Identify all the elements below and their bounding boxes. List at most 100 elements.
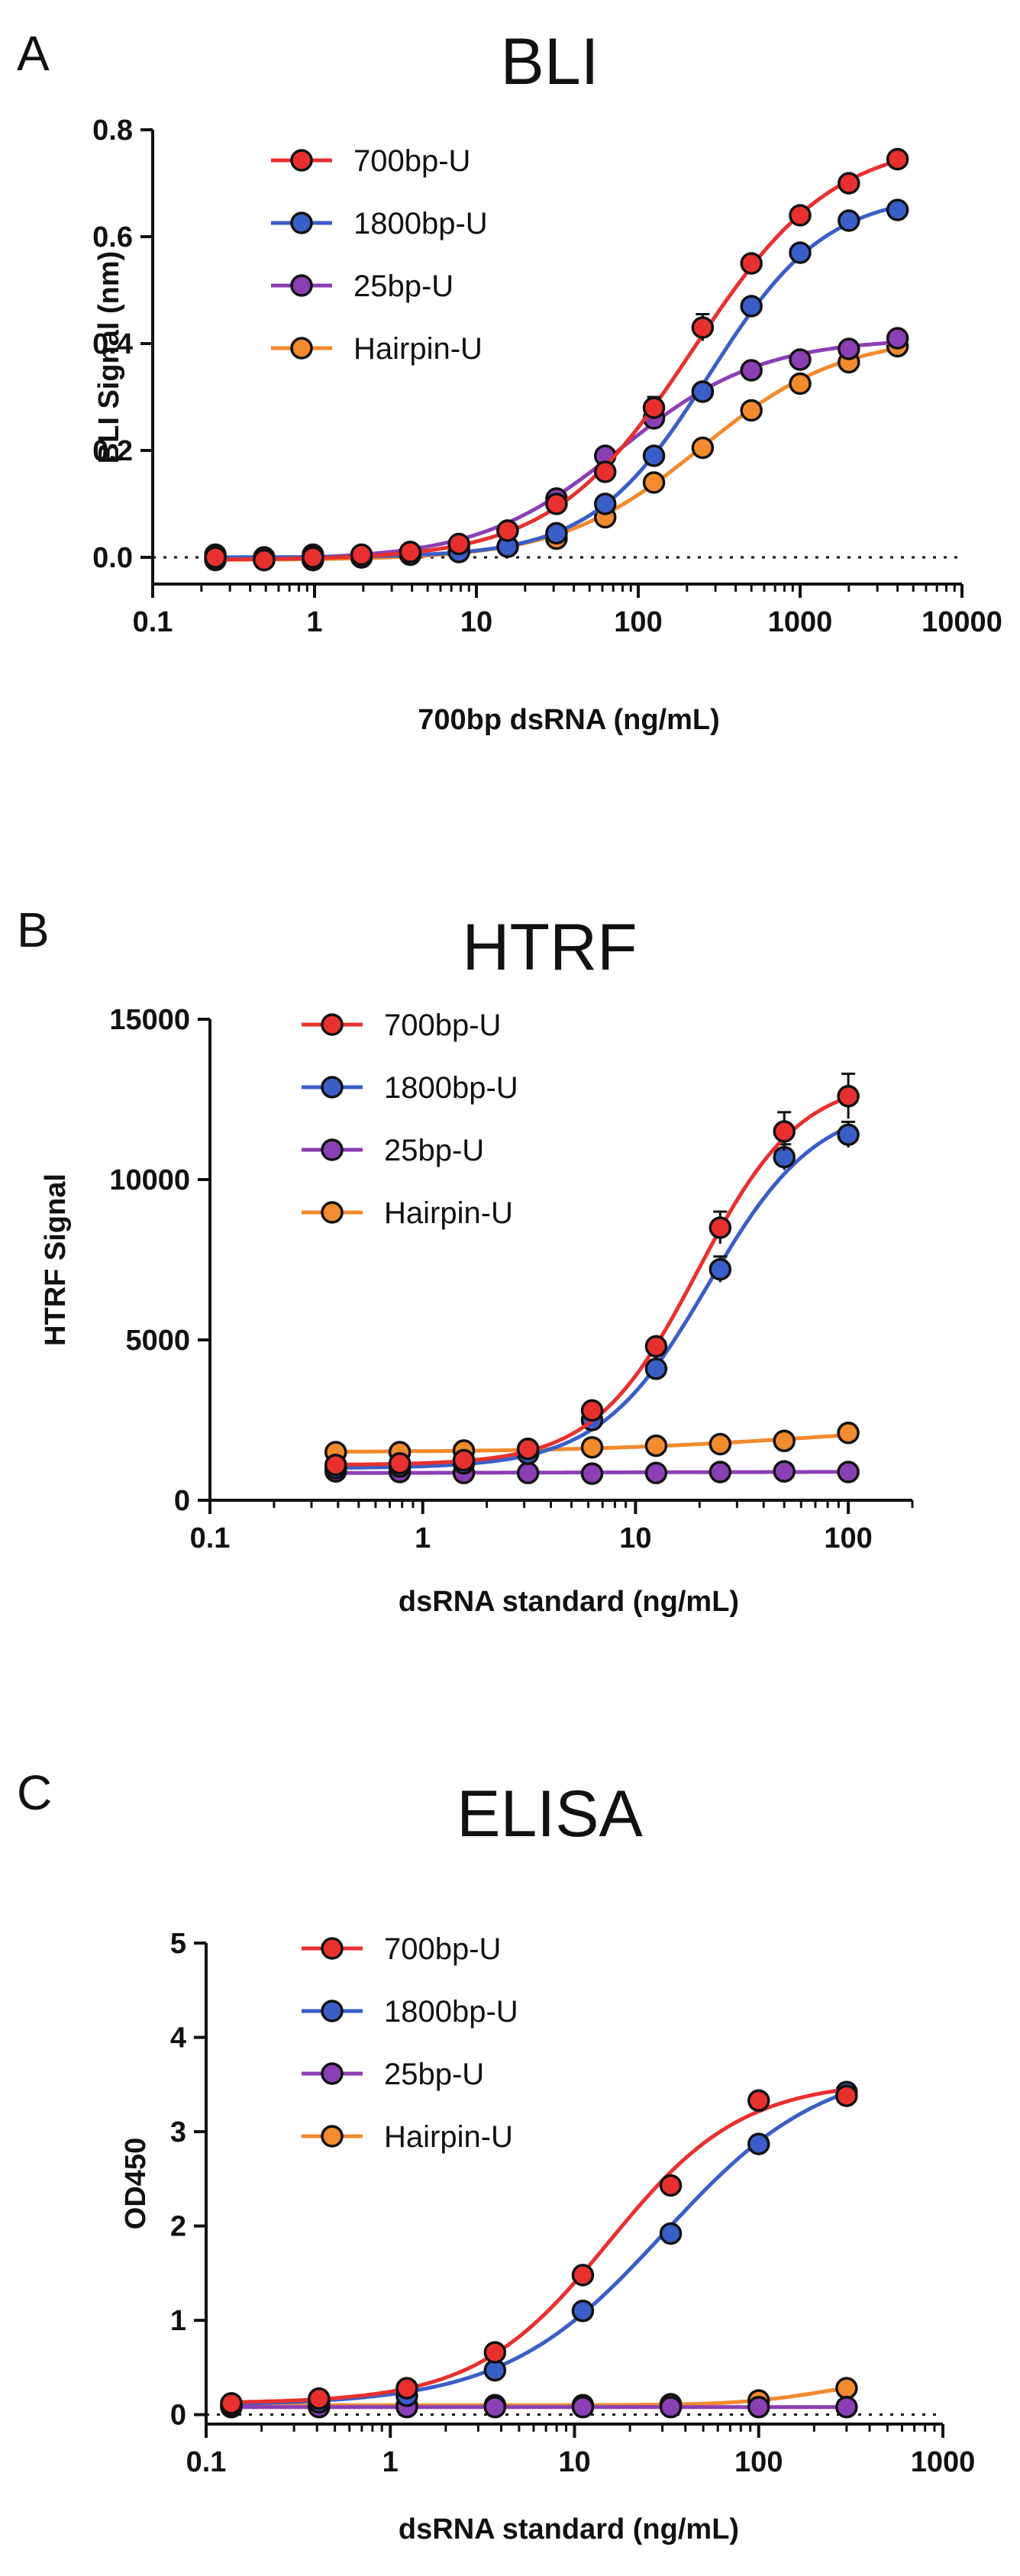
data-point — [204, 546, 227, 569]
data-point — [709, 1432, 732, 1456]
data-point — [399, 541, 422, 563]
panel-a: A BLI 0.0 0.2 0.4 0.6 0.8 0.1 1 10 100 1000 10000 700… — [17, 25, 1002, 736]
legend-label: 25bp-U — [384, 2058, 484, 2091]
data-point — [644, 1434, 668, 1457]
y-tick-label: 5 — [170, 1928, 186, 1960]
legend-marker — [321, 1201, 344, 1224]
legend-label: 25bp-U — [384, 1134, 484, 1167]
data-point — [388, 1451, 412, 1475]
legend-marker — [321, 1076, 344, 1099]
data-point — [545, 492, 568, 515]
data-point — [747, 2132, 770, 2155]
y-tick-label: 0.4 — [92, 328, 133, 360]
data-point — [747, 2089, 770, 2113]
x-tick-label: 1000 — [911, 2446, 976, 2478]
x-tick-label: 100 — [734, 2446, 783, 2478]
data-point — [516, 1461, 540, 1485]
data-point — [740, 295, 763, 318]
data-point — [835, 2396, 858, 2419]
data-point — [308, 2387, 331, 2410]
x-tick-label: 10 — [460, 606, 492, 638]
panel-letter: B — [17, 902, 50, 957]
legend-marker — [321, 1937, 344, 1960]
y-axis-label: HTRF Signal — [40, 1173, 72, 1346]
data-point — [593, 460, 617, 483]
data-point — [580, 1462, 604, 1485]
data-point — [571, 2300, 595, 2323]
x-tick-label: 100 — [614, 606, 662, 638]
data-point — [886, 147, 909, 171]
y-axis-label: OD450 — [120, 2138, 152, 2229]
legend-marker — [321, 2000, 344, 2022]
x-tick-label: 10 — [619, 1522, 651, 1554]
legend-item-1800bp-u: 1800bp-U — [302, 1071, 518, 1105]
legend-marker — [321, 1138, 344, 1161]
x-tick-label: 1 — [382, 2446, 399, 2478]
y-tick-label: 4 — [170, 2022, 186, 2055]
legend-marker — [290, 337, 313, 360]
legend: 700bp-U 1800bp-U 25bp-U Hairpin-U — [302, 1009, 518, 1230]
x-tick-label: 100 — [824, 1522, 872, 1554]
series-1800bp-u — [324, 1120, 860, 1480]
legend-item-25bp-u: 25bp-U — [302, 1134, 484, 1167]
legend-item-1800bp-u: 1800bp-U — [271, 207, 488, 240]
data-point — [324, 1454, 347, 1477]
data-point — [838, 172, 860, 195]
y-tick-label: 0.2 — [92, 435, 133, 467]
y-tick-label: 0 — [170, 2400, 186, 2432]
series-700bp-u — [204, 147, 909, 572]
y-tick-label: 0 — [174, 1485, 190, 1517]
data-point — [644, 1335, 668, 1358]
data-point — [835, 2084, 858, 2107]
chart-title: ELISA — [457, 1777, 643, 1851]
legend-item-700bp-u: 700bp-U — [302, 1009, 501, 1042]
legend-marker — [290, 149, 313, 172]
legend-item-700bp-u: 700bp-U — [271, 144, 470, 178]
legend-label: 700bp-U — [353, 144, 470, 178]
data-point — [740, 252, 763, 275]
data-point — [838, 337, 860, 360]
legend-item-25bp-u: 25bp-U — [302, 2058, 484, 2091]
data-point — [447, 532, 470, 556]
x-tick-label: 1 — [415, 1522, 431, 1554]
data-point — [837, 1085, 860, 1108]
data-point — [642, 396, 666, 419]
legend-item-hairpin-u: Hairpin-U — [271, 332, 483, 366]
data-point — [886, 199, 909, 221]
data-point — [838, 209, 860, 232]
x-tick-label: 0.1 — [186, 2446, 227, 2478]
data-point — [709, 1216, 732, 1239]
y-tick-label: 15000 — [109, 1004, 190, 1036]
data-point — [483, 2341, 507, 2364]
data-point — [395, 2377, 418, 2400]
data-point — [452, 1448, 476, 1472]
data-point — [571, 2396, 595, 2419]
legend-label: 700bp-U — [384, 1932, 501, 1966]
legend-label: Hairpin-U — [384, 1196, 513, 1230]
chart-title: HTRF — [462, 911, 637, 984]
data-point — [593, 492, 617, 515]
chart-title: BLI — [500, 25, 599, 98]
data-point — [302, 546, 324, 569]
y-tick-label: 1 — [170, 2305, 186, 2337]
data-point — [644, 1357, 668, 1380]
panel-b: B HTRF 0 5000 10000 15000 0.1 1 10 100 dsRNA stand… — [17, 902, 914, 1618]
data-point — [789, 204, 812, 227]
data-point — [350, 543, 373, 567]
data-point — [545, 521, 568, 545]
data-point — [659, 2222, 683, 2245]
x-axis-label: 700bp dsRNA (ng/mL) — [418, 704, 720, 736]
y-tick-label: 0.6 — [92, 221, 133, 253]
data-point — [571, 2264, 595, 2287]
legend-marker — [321, 1013, 344, 1036]
y-tick-label: 2 — [170, 2211, 186, 2243]
legend-label: Hairpin-U — [384, 2120, 513, 2154]
x-axis-label: dsRNA standard (ng/mL) — [399, 2513, 739, 2545]
y-tick-label: 5000 — [125, 1325, 190, 1357]
data-point — [789, 241, 812, 264]
data-point — [659, 2174, 683, 2197]
x-tick-label: 0.1 — [133, 606, 173, 638]
data-point — [659, 2396, 683, 2419]
legend-item-25bp-u: 25bp-U — [271, 270, 454, 303]
legend-label: 25bp-U — [353, 270, 454, 303]
